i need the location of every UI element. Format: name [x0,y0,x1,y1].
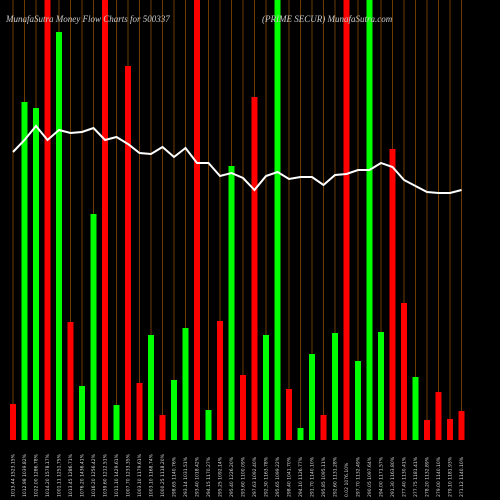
x-tick-label: 1076.20 1436.41% [80,453,86,497]
bar [113,405,120,440]
price-line [12,124,462,194]
x-tick-label: 294.10 1126.77% [298,456,304,497]
x-tick-label: 297.63 1092.40% [252,456,258,497]
bar [401,303,407,440]
bar [378,332,384,440]
x-tick-label: 295.85 1095.11% [321,456,327,497]
x-tick-label: 291.30 1163.80% [390,456,396,497]
bar [332,333,338,440]
x-tick-label: 1000.25 1118.20% [160,453,166,497]
bar [21,102,28,440]
x-tick-label: 277.40 1130.41% [402,456,408,497]
bar [435,392,442,440]
bar [240,375,246,440]
bar [355,361,361,440]
x-tick-label: 292.60 1131.28% [333,456,339,497]
bar [228,166,235,440]
x-tick-label: 0.02 1076.10% [344,462,350,497]
x-tick-label: 293.14 1031.51% [183,456,189,497]
bar [320,415,327,440]
x-tick-label: 290.05 1097.64% [367,456,373,497]
x-tick-label: 1016.20 1256.42% [91,453,97,497]
x-tick-label: 1001.11 1251.75% [57,453,63,497]
bar [102,0,108,440]
bar [44,0,51,440]
bar [263,335,269,440]
x-tick-label: 1003.10 1168.74% [149,453,155,497]
chart-title: MunafaSutra Money Flow Charts for 500337 [5,14,170,24]
x-tick-label: 1013.45 1286.71% [68,453,74,497]
x-tick-label: 1012.98 1039.82% [22,453,28,497]
x-tick-label: 277.75 1181.41% [413,456,419,497]
bar [424,420,430,440]
x-tick-label: 298.65 1140.76% [172,456,178,497]
bar [286,389,292,440]
x-tick-label: 1011.10 1429.61% [114,453,120,497]
x-tick-label: 1007.70 1233.35% [126,453,132,497]
bar [343,0,350,440]
bar [412,377,419,440]
x-tick-label: 291.70 1140.10% [310,456,316,497]
bar [67,322,74,440]
bar [159,415,166,440]
bar [251,97,258,440]
bar [205,410,212,440]
x-tick-label: 1014.20 1578.17% [45,453,51,497]
bar [33,108,39,440]
x-tick-label: 295.25 1092.14% [218,456,224,497]
x-tick-label: 1003.10 1179.61% [137,453,143,497]
x-tick-label: 295.65 1099.22% [275,456,281,497]
x-tick-label: 271.12 1140.10% [459,456,465,497]
x-tick-label: 295.40 1226.20% [229,456,235,497]
bar [194,0,200,440]
bar [182,328,189,440]
x-tick-label: 298.40 1041.70% [287,456,293,497]
bar [217,321,223,440]
bar [171,380,177,440]
x-tick-label: 279.00 1140.10% [436,456,442,497]
x-tick-label: 292.30 1163.78% [264,456,270,497]
x-tick-label: 1022.00 1286.78% [34,453,40,497]
bar [10,404,16,440]
bar [458,411,465,440]
x-tick-label: 279.10 1181.93% [448,456,454,497]
x-tick-label: 297.70 1132.49% [356,456,362,497]
bar [389,149,396,440]
x-tick-label: 294.00 1171.57% [379,456,385,497]
x-tick-label: 278.20 1132.89% [425,456,431,497]
x-tick-label: 1013.44 1523.15% [11,453,17,497]
bar [309,354,315,440]
chart-subtitle: (PRIME SECUR) MunafaSutra.com [262,14,393,24]
bar [447,419,453,440]
x-tick-label: 293.60 1100.09% [241,456,247,497]
x-tick-label: 294.15 1170.27% [206,456,212,497]
bar [297,428,304,440]
bar [148,335,154,440]
x-tick-label: 1039.60 1212.51% [103,453,109,497]
bar [125,66,131,440]
bar [136,383,143,440]
x-tick-label: 293.40 1018.42% [195,456,201,497]
bar [56,32,62,440]
bar [366,0,373,440]
bar [90,214,97,440]
bar [274,0,281,440]
bar [79,386,85,440]
